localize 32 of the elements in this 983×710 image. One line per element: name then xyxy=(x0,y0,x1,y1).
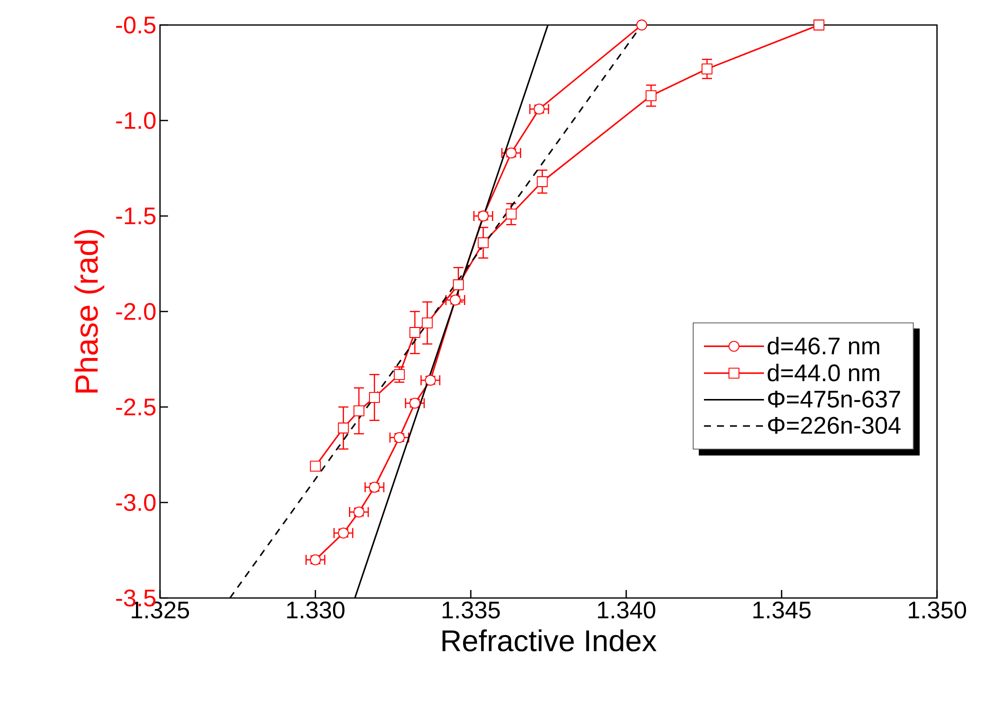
y-tick-label: -2.0 xyxy=(116,303,156,320)
x-tick-label: 1.350 xyxy=(908,602,966,619)
point xyxy=(338,422,349,434)
point xyxy=(409,327,420,338)
x-tick-label: 1.345 xyxy=(753,602,811,619)
point xyxy=(506,208,517,220)
point xyxy=(646,90,657,102)
x-axis-title: Refractive Index xyxy=(442,629,657,652)
point xyxy=(536,176,548,188)
y-tick-label: -1.5 xyxy=(116,208,156,224)
y-tick-label: -2.5 xyxy=(116,398,156,416)
point xyxy=(636,20,648,30)
point xyxy=(353,405,364,416)
point xyxy=(422,318,433,328)
x-tick-label: 1.340 xyxy=(598,602,656,619)
point xyxy=(702,63,712,74)
point xyxy=(369,392,380,403)
point xyxy=(813,20,824,30)
y-tick-label: -3.0 xyxy=(116,494,156,511)
x-tick-label: 1.330 xyxy=(287,602,344,619)
legend-label: Φ=475n-637 xyxy=(768,390,900,408)
point xyxy=(452,279,464,290)
legend-label: d=46.7 nm xyxy=(768,336,880,354)
y-tick-label: -0.5 xyxy=(116,16,156,34)
x-tick-label: 1.335 xyxy=(442,602,500,619)
point xyxy=(478,237,489,248)
point xyxy=(394,369,405,380)
point xyxy=(310,460,321,472)
y-tick-label: -1.0 xyxy=(116,112,156,129)
legend-label: Φ=226n-304 xyxy=(768,416,901,434)
legend-label: d=44.0 nm xyxy=(768,364,880,382)
y-axis-title: Phase (rad) xyxy=(74,230,104,392)
